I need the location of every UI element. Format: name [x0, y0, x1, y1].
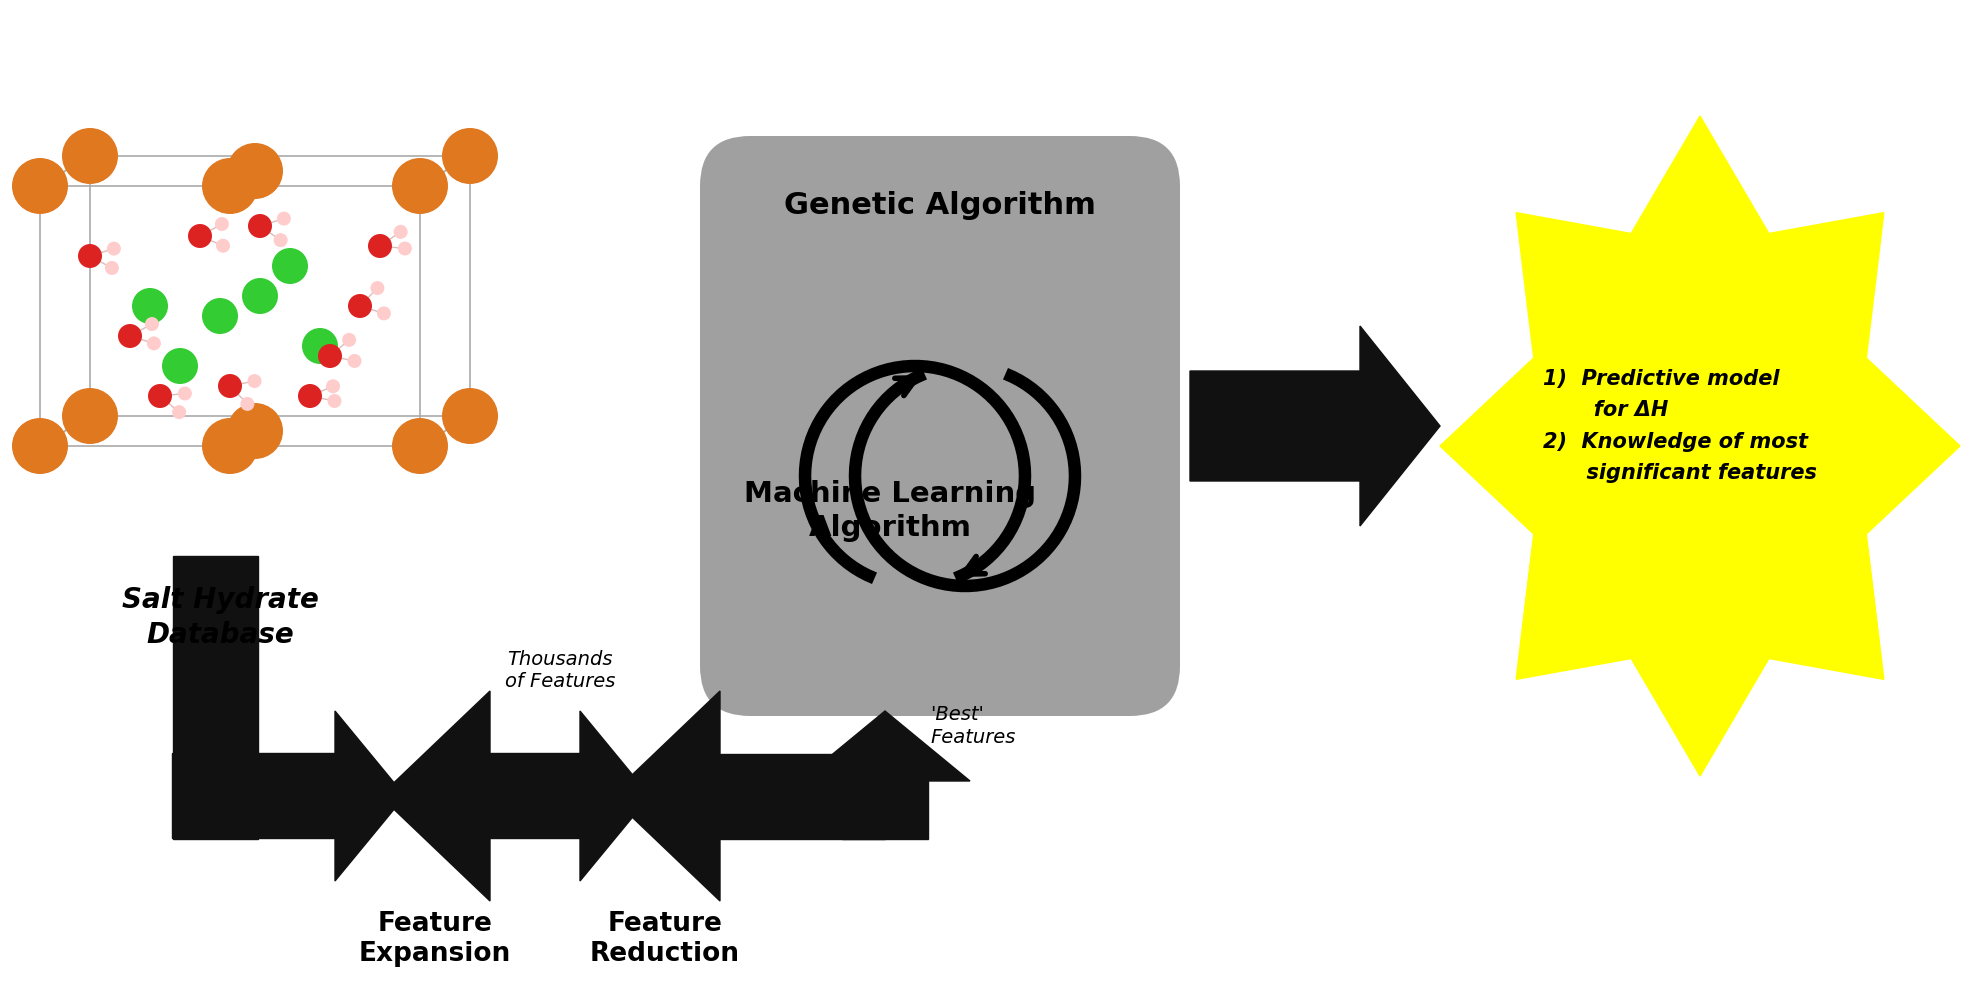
Circle shape — [247, 374, 261, 388]
Circle shape — [107, 242, 121, 256]
Text: Salt Hydrate
Database: Salt Hydrate Database — [121, 586, 318, 648]
Circle shape — [391, 418, 449, 474]
Circle shape — [119, 324, 142, 348]
Circle shape — [77, 244, 103, 268]
Text: Feature
Reduction: Feature Reduction — [589, 911, 739, 967]
Circle shape — [397, 241, 411, 256]
Polygon shape — [1190, 326, 1439, 526]
Circle shape — [61, 388, 119, 444]
Text: Machine Learning
Algorithm: Machine Learning Algorithm — [743, 480, 1036, 542]
Circle shape — [370, 281, 384, 295]
Text: Feature
Expansion: Feature Expansion — [360, 911, 512, 967]
Circle shape — [132, 288, 168, 324]
Circle shape — [273, 233, 287, 247]
Circle shape — [202, 298, 237, 334]
Circle shape — [146, 337, 160, 351]
Polygon shape — [172, 711, 405, 881]
Circle shape — [378, 307, 391, 321]
Circle shape — [215, 217, 229, 231]
Circle shape — [443, 128, 498, 184]
Polygon shape — [474, 711, 650, 881]
Circle shape — [217, 374, 241, 398]
Circle shape — [443, 388, 498, 444]
Circle shape — [342, 333, 356, 347]
Circle shape — [368, 234, 391, 258]
Polygon shape — [842, 754, 927, 839]
Circle shape — [299, 384, 322, 408]
Circle shape — [241, 278, 279, 314]
Circle shape — [12, 158, 67, 214]
Circle shape — [391, 158, 449, 214]
Circle shape — [144, 317, 158, 331]
Polygon shape — [801, 711, 971, 839]
Circle shape — [178, 386, 192, 400]
Circle shape — [202, 418, 259, 474]
Text: 'Best'
Features: 'Best' Features — [929, 705, 1016, 747]
Circle shape — [318, 344, 342, 368]
Circle shape — [188, 224, 212, 248]
Circle shape — [328, 394, 342, 408]
Circle shape — [12, 418, 67, 474]
Polygon shape — [611, 691, 720, 901]
Circle shape — [227, 403, 283, 459]
Circle shape — [247, 214, 273, 238]
Polygon shape — [720, 754, 886, 839]
FancyBboxPatch shape — [700, 136, 1180, 716]
Circle shape — [162, 348, 198, 384]
Circle shape — [148, 384, 172, 408]
Polygon shape — [172, 556, 257, 796]
Circle shape — [172, 405, 186, 419]
Circle shape — [277, 211, 291, 226]
Circle shape — [326, 379, 340, 393]
Circle shape — [241, 397, 255, 411]
Circle shape — [202, 158, 259, 214]
Text: Thousands
of Features: Thousands of Features — [504, 650, 615, 691]
Polygon shape — [172, 754, 257, 839]
Circle shape — [215, 239, 229, 253]
Polygon shape — [1439, 116, 1959, 776]
Text: Genetic Algorithm: Genetic Algorithm — [785, 191, 1095, 220]
Circle shape — [61, 128, 119, 184]
Circle shape — [348, 294, 372, 318]
Circle shape — [348, 354, 362, 368]
Circle shape — [273, 248, 308, 284]
Circle shape — [393, 225, 407, 239]
Circle shape — [227, 143, 283, 199]
Circle shape — [105, 261, 119, 275]
Text: 1)  Predictive model
       for ΔH
2)  Knowledge of most
      significant featu: 1) Predictive model for ΔH 2) Knowledge … — [1544, 370, 1817, 483]
Polygon shape — [380, 691, 490, 901]
Circle shape — [302, 328, 338, 364]
